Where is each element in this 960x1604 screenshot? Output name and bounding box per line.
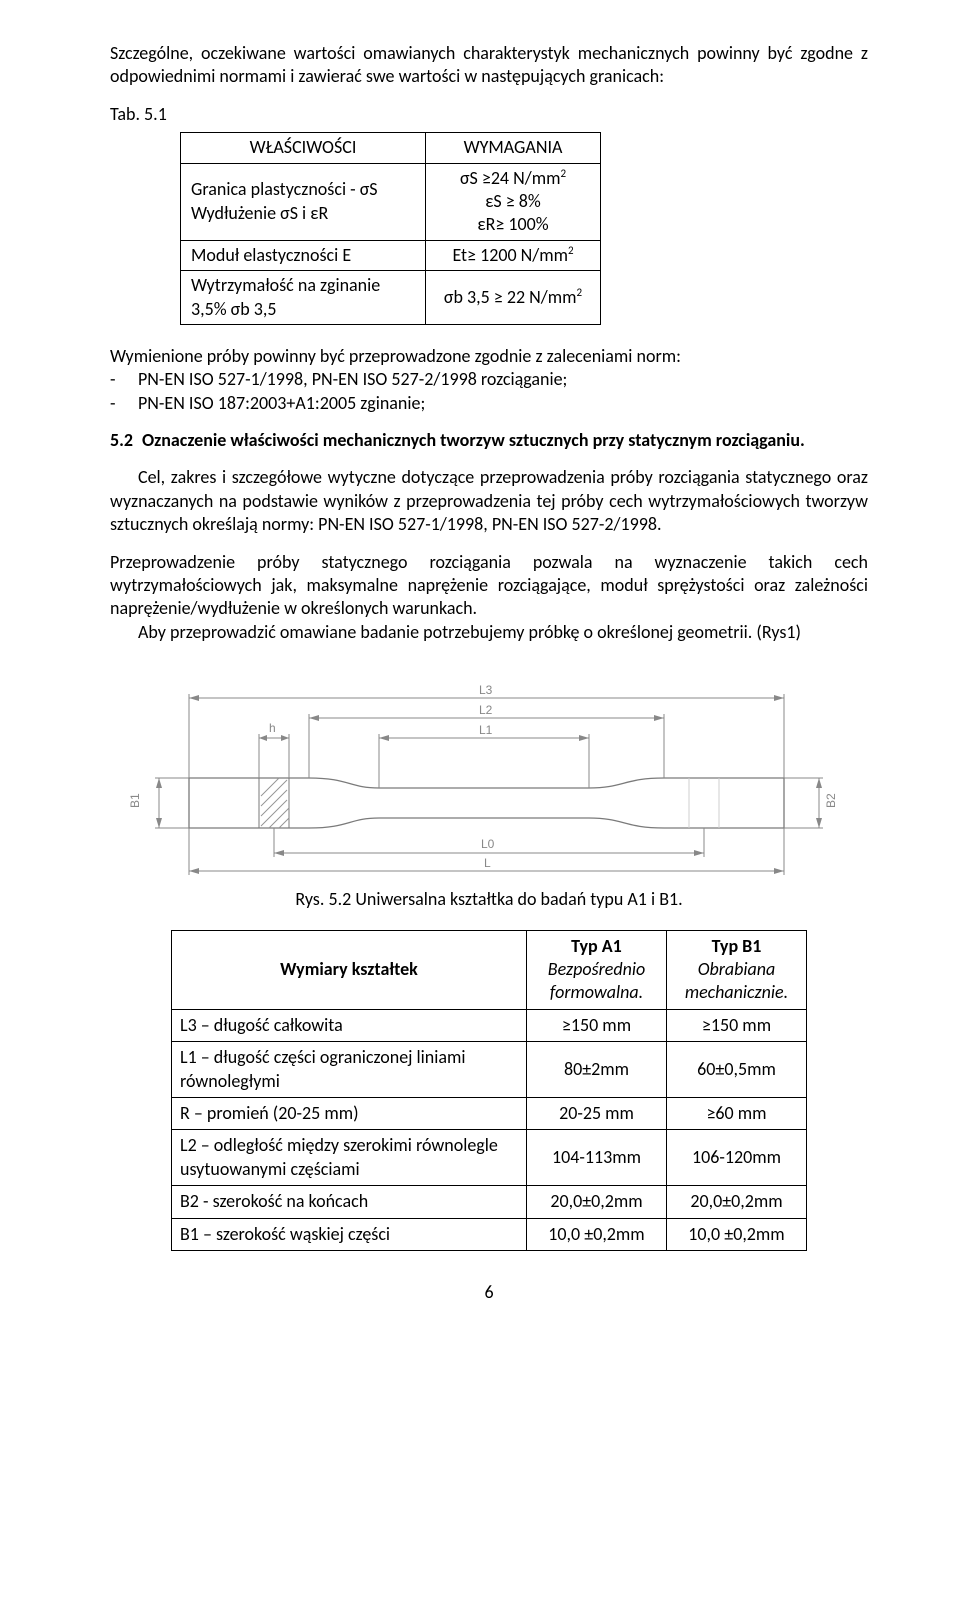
superscript: 2: [568, 244, 574, 257]
t1-cell: σb 3,5 ≥ 22 N/mm2: [426, 271, 601, 325]
t1-val: σb 3,5 ≥ 22 N/mm: [444, 286, 577, 308]
t2-header-italic: Bezpośrednio formowalna.: [548, 958, 645, 1003]
section-number: 5.2: [110, 429, 142, 452]
t2-header: Typ A1 Bezpośrednio formowalna.: [527, 930, 667, 1009]
t2-cell: L3 – długość całkowita: [172, 1009, 527, 1041]
section-5-2-heading: 5.2 Oznaczenie właściwości mechanicznych…: [110, 429, 868, 452]
list-item: - PN-EN ISO 527-1/1998, PN-EN ISO 527-2/…: [110, 368, 868, 391]
table-row: L3 – długość całkowita ≥150 mm ≥150 mm: [172, 1009, 807, 1041]
svg-text:L0: L0: [481, 837, 495, 851]
t1-val: Et≥ 1200 N/mm: [452, 244, 568, 266]
figure-caption: Rys. 5.2 Uniwersalna kształtka do badań …: [110, 888, 868, 911]
t2-header-italic: Obrabiana mechanicznie.: [685, 958, 788, 1003]
norms-list-intro: Wymienione próby powinny być przeprowadz…: [110, 345, 868, 368]
section-title: Oznaczenie właściwości mechanicznych two…: [142, 429, 868, 452]
list-item-text: PN-EN ISO 187:2003+A1:2005 zginanie;: [138, 392, 868, 415]
dash-icon: -: [110, 392, 138, 415]
t2-cell: 60±0,5mm: [667, 1042, 807, 1098]
t2-cell: R – promień (20-25 mm): [172, 1097, 527, 1129]
t2-cell: ≥150 mm: [667, 1009, 807, 1041]
t1-cell: Granica plastyczności - σS Wydłużenie σS…: [181, 163, 426, 240]
svg-text:L: L: [484, 856, 491, 870]
t2-cell: ≥60 mm: [667, 1097, 807, 1129]
superscript: 2: [560, 167, 566, 180]
t2-header-bold: Typ B1: [712, 935, 762, 957]
svg-text:L3: L3: [479, 683, 493, 697]
paragraph: Aby przeprowadzić omawiane badanie potrz…: [110, 621, 868, 644]
paragraph: Cel, zakres i szczegółowe wytyczne dotyc…: [110, 466, 868, 536]
list-item: - PN-EN ISO 187:2003+A1:2005 zginanie;: [110, 392, 868, 415]
specimen-figure: L3 L2 L1 h L0 L: [119, 658, 859, 878]
t2-header: Typ B1 Obrabiana mechanicznie.: [667, 930, 807, 1009]
t2-cell: 20,0±0,2mm: [667, 1186, 807, 1218]
t1-cell: Wytrzymałość na zginanie 3,5% σb 3,5: [181, 271, 426, 325]
t2-cell: 80±2mm: [527, 1042, 667, 1098]
svg-text:B2: B2: [824, 793, 838, 808]
svg-text:B1: B1: [128, 793, 142, 808]
t2-cell: 20-25 mm: [527, 1097, 667, 1129]
paragraph-text: Cel, zakres i szczegółowe wytyczne dotyc…: [110, 466, 868, 535]
t2-cell: 106-120mm: [667, 1130, 807, 1186]
t1-cell: σS ≥24 N/mm2 εS ≥ 8% εR≥ 100%: [426, 163, 601, 240]
t2-cell: B1 – szerokość wąskiej części: [172, 1218, 527, 1250]
table-row: L2 – odległość między szerokimi równoleg…: [172, 1130, 807, 1186]
table-row: R – promień (20-25 mm) 20-25 mm ≥60 mm: [172, 1097, 807, 1129]
t2-cell: 104-113mm: [527, 1130, 667, 1186]
t1-cell: Moduł elastyczności E: [181, 240, 426, 270]
intro-paragraph: Szczególne, oczekiwane wartości omawiany…: [110, 42, 868, 89]
paragraph-text: Aby przeprowadzić omawiane badanie potrz…: [138, 621, 801, 643]
t2-cell: 10,0 ±0,2mm: [527, 1218, 667, 1250]
t2-cell: L2 – odległość między szerokimi równoleg…: [172, 1130, 527, 1186]
page-number: 6: [110, 1281, 868, 1304]
t1-val: εS ≥ 8%: [485, 190, 541, 212]
table-row: L1 – długość części ograniczonej liniami…: [172, 1042, 807, 1098]
t1-header-col1: WŁAŚCIWOŚCI: [181, 133, 426, 163]
table-row: B2 - szerokość na końcach 20,0±0,2mm 20,…: [172, 1186, 807, 1218]
table-dimensions: Wymiary kształtek Typ A1 Bezpośrednio fo…: [171, 930, 807, 1251]
t2-cell: 10,0 ±0,2mm: [667, 1218, 807, 1250]
dash-icon: -: [110, 368, 138, 391]
table-5-1: WŁAŚCIWOŚCI WYMAGANIA Granica plastyczno…: [180, 132, 601, 325]
table-5-1-label: Tab. 5.1: [110, 103, 868, 126]
t2-cell: 20,0±0,2mm: [527, 1186, 667, 1218]
t2-cell: B2 - szerokość na końcach: [172, 1186, 527, 1218]
t2-cell: L1 – długość części ograniczonej liniami…: [172, 1042, 527, 1098]
svg-text:h: h: [269, 721, 276, 735]
t2-header-bold: Typ A1: [571, 935, 622, 957]
t1-val: εR≥ 100%: [477, 213, 548, 235]
t2-cell: ≥150 mm: [527, 1009, 667, 1041]
t1-header-col2: WYMAGANIA: [426, 133, 601, 163]
paragraph: Przeprowadzenie próby statycznego rozcią…: [110, 551, 868, 621]
t1-cell: Et≥ 1200 N/mm2: [426, 240, 601, 270]
list-item-text: PN-EN ISO 527-1/1998, PN-EN ISO 527-2/19…: [138, 368, 868, 391]
svg-text:L2: L2: [479, 703, 493, 717]
svg-text:L1: L1: [479, 723, 493, 737]
t2-header: Wymiary kształtek: [172, 930, 527, 1009]
table-row: B1 – szerokość wąskiej części 10,0 ±0,2m…: [172, 1218, 807, 1250]
superscript: 2: [577, 286, 583, 299]
t1-val: σS ≥24 N/mm: [460, 167, 561, 189]
